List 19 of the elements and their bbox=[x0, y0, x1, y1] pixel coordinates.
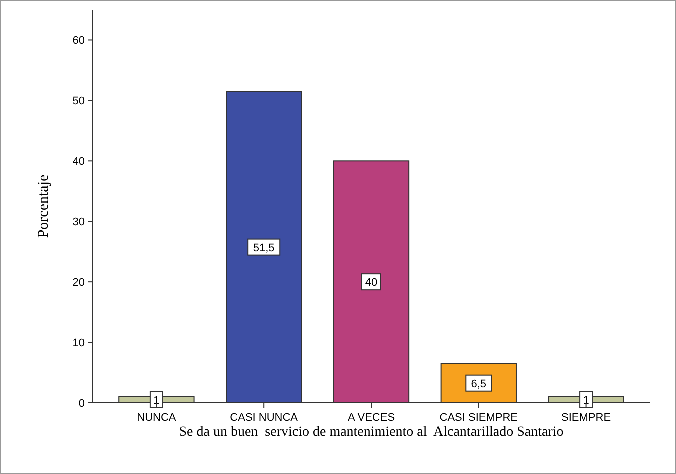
data-label: 6,5 bbox=[471, 378, 487, 390]
x-tick-label: A VECES bbox=[348, 412, 396, 424]
x-tick-label: CASI SIEMPRE bbox=[440, 412, 518, 424]
y-tick-label: 30 bbox=[72, 216, 85, 229]
x-tick-label: CASI NUNCA bbox=[230, 412, 299, 424]
y-tick-label: 60 bbox=[72, 35, 85, 48]
y-tick-label: 50 bbox=[72, 96, 85, 108]
data-label: 51,5 bbox=[253, 242, 275, 254]
y-axis-title: Porcentaje bbox=[36, 174, 52, 238]
y-tick-label: 40 bbox=[72, 156, 85, 168]
data-label: 40 bbox=[365, 277, 378, 290]
y-tick-label: 10 bbox=[72, 338, 85, 350]
data-label: 1 bbox=[154, 394, 160, 407]
x-axis-title: Se da un buen servicio de mantenimiento al Alcantarillado Santario bbox=[179, 425, 564, 440]
data-label: 1 bbox=[583, 394, 590, 407]
y-tick-label: 0 bbox=[78, 398, 85, 410]
y-tick-label: 20 bbox=[72, 277, 85, 290]
x-tick-label: NUNCA bbox=[137, 412, 177, 424]
x-tick-label: SIEMPRE bbox=[562, 412, 612, 424]
